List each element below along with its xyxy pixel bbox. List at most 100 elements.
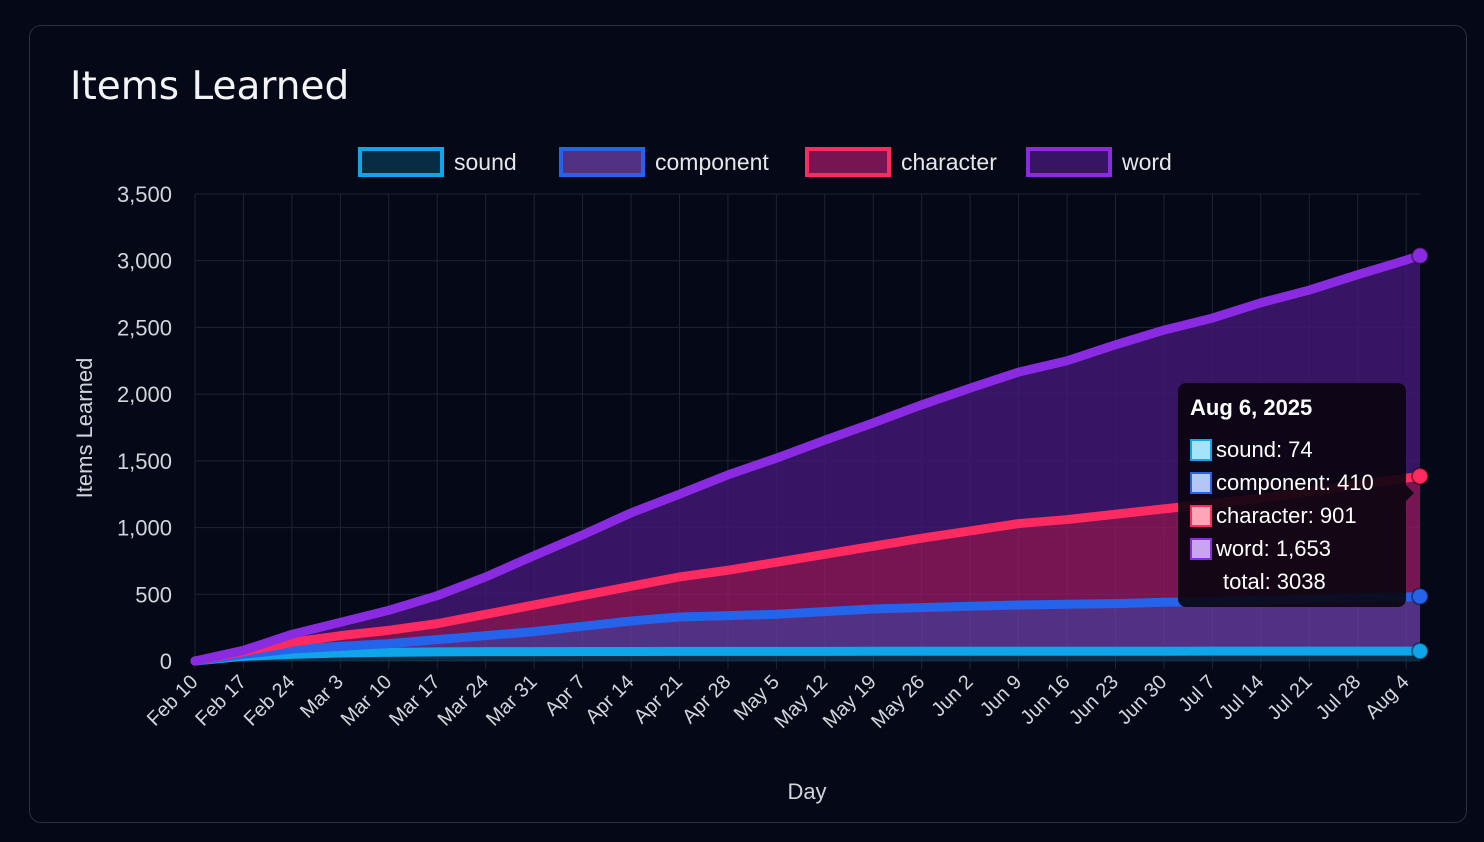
y-tick-label: 3,500 — [117, 182, 172, 207]
point-character — [1159, 504, 1168, 513]
point-word — [191, 657, 199, 665]
x-tick-label: Jun 2 — [928, 671, 978, 721]
point-sound — [820, 647, 829, 656]
point-word — [917, 400, 926, 409]
x-tick-label: Aug 4 — [1361, 671, 1414, 724]
point-word — [239, 646, 248, 655]
x-tick-label: Apr 28 — [678, 671, 735, 728]
legend-label-component: component — [655, 149, 769, 175]
point-component — [966, 602, 975, 611]
x-tick-label: Feb 24 — [240, 671, 300, 731]
legend-label-word: word — [1121, 149, 1172, 175]
x-axis-title: Day — [787, 779, 826, 804]
legend-label-character: character — [901, 149, 997, 175]
point-component — [1063, 600, 1072, 609]
point-sound — [772, 647, 781, 656]
x-tick-label: Mar 10 — [337, 671, 397, 731]
point-sound — [1411, 642, 1429, 661]
point-sound — [675, 647, 684, 656]
point-sound — [1208, 647, 1217, 656]
tooltip-row-word: word: 1,653 — [1190, 532, 1394, 565]
area-component — [195, 596, 1420, 661]
point-word — [627, 508, 636, 517]
point-sound — [481, 647, 490, 656]
point-sound — [1305, 647, 1314, 656]
point-character — [384, 626, 393, 635]
point-word — [481, 572, 490, 581]
point-word — [820, 436, 829, 445]
point-component — [772, 610, 781, 619]
point-sound — [336, 648, 345, 657]
point-character — [772, 558, 781, 567]
legend-swatch-component — [559, 147, 645, 177]
x-tick-label: Jun 23 — [1065, 671, 1123, 729]
point-sound — [723, 647, 732, 656]
point-component — [723, 611, 732, 620]
point-component — [336, 642, 345, 651]
point-component — [384, 639, 393, 648]
x-tick-label: Mar 31 — [482, 671, 542, 731]
point-sound — [578, 647, 587, 656]
x-tick-label: Jul 14 — [1215, 671, 1268, 724]
area-word — [195, 255, 1420, 662]
swatch-character — [1190, 504, 1212, 527]
x-tick-label: Apr 21 — [630, 671, 687, 728]
chart-tooltip: Aug 6, 2025 sound: 74 component: 410 cha… — [1178, 383, 1414, 607]
point-word — [384, 606, 393, 615]
legend-swatch-character — [805, 147, 891, 177]
point-sound — [433, 647, 442, 656]
point-word — [1111, 340, 1120, 349]
point-component — [675, 612, 684, 621]
point-sound — [1256, 647, 1265, 656]
point-character — [723, 566, 732, 575]
point-sound — [869, 647, 878, 656]
point-component — [917, 603, 926, 612]
point-word — [675, 490, 684, 499]
point-character — [869, 542, 878, 551]
point-character — [433, 619, 442, 628]
point-word — [966, 384, 975, 393]
point-component — [1014, 600, 1023, 609]
tooltip-total: total: 3038 — [1223, 569, 1326, 594]
point-sound — [1063, 647, 1072, 656]
point-component — [869, 604, 878, 613]
point-character — [1111, 510, 1120, 519]
point-character — [287, 638, 296, 647]
point-component — [433, 635, 442, 644]
point-component — [627, 616, 636, 625]
point-sound — [1353, 647, 1362, 656]
point-word — [1208, 314, 1217, 323]
x-tick-label: May 26 — [867, 671, 929, 733]
tooltip-title: Aug 6, 2025 — [1190, 395, 1313, 420]
point-character — [675, 572, 684, 581]
point-word — [1305, 286, 1314, 295]
swatch-component — [1190, 471, 1212, 494]
point-sound — [966, 647, 975, 656]
tooltip-row-sound: sound: 74 — [1190, 433, 1394, 466]
point-word — [433, 591, 442, 600]
point-word — [336, 618, 345, 627]
swatch-sound — [1190, 438, 1212, 461]
y-tick-label: 1,000 — [117, 516, 172, 541]
point-component — [1111, 599, 1120, 608]
chart-title: Items Learned — [70, 64, 350, 109]
point-sound — [1014, 647, 1023, 656]
point-word — [1256, 298, 1265, 307]
point-component — [481, 631, 490, 640]
point-word — [1411, 246, 1429, 265]
point-word — [723, 470, 732, 479]
x-tick-label: Mar 17 — [385, 671, 445, 731]
point-word — [1014, 368, 1023, 377]
swatch-word — [1190, 537, 1212, 560]
point-sound — [530, 647, 539, 656]
point-character — [336, 631, 345, 640]
point-sound — [1111, 647, 1120, 656]
tooltip-row-component: component: 410 — [1190, 466, 1394, 499]
point-character — [578, 591, 587, 600]
point-sound — [384, 648, 393, 657]
tooltip-caret — [1406, 485, 1414, 501]
point-character — [1411, 467, 1429, 486]
point-word — [869, 418, 878, 427]
legend-swatch-sound — [358, 147, 444, 177]
x-tick-label: Jun 16 — [1017, 671, 1075, 729]
